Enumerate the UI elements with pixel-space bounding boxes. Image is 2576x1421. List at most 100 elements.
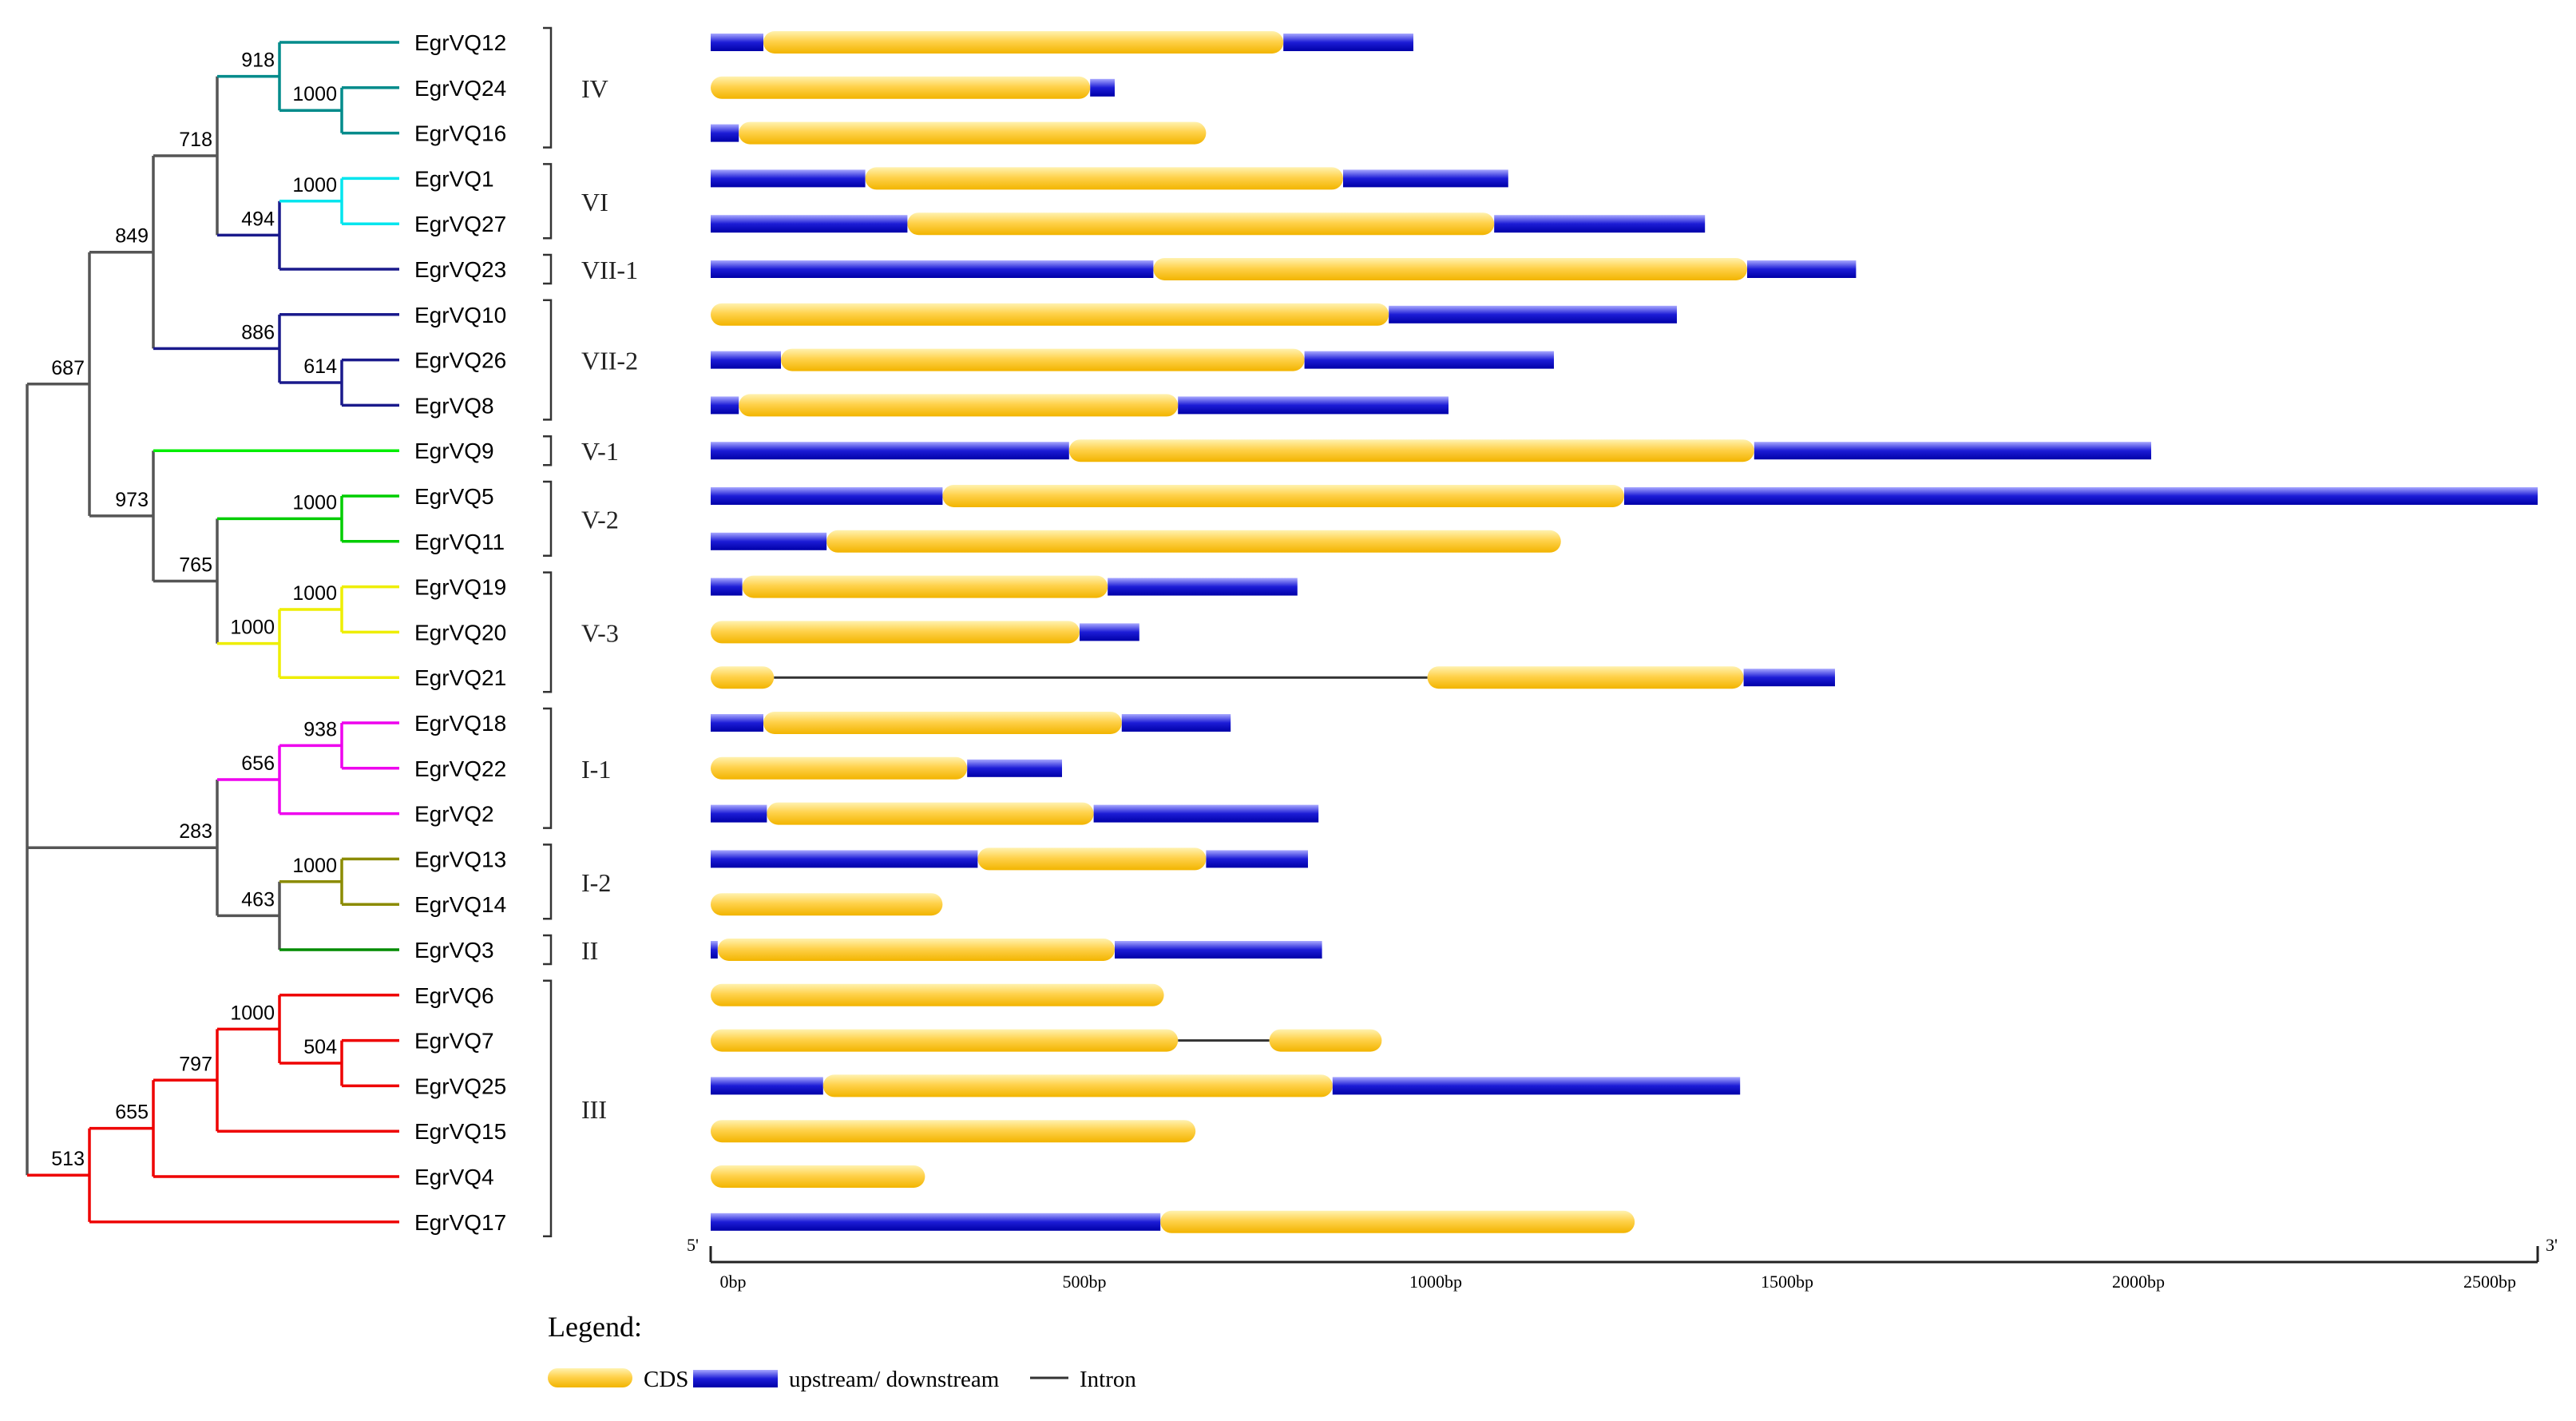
gene-label-egrvq20: EgrVQ20: [414, 620, 506, 645]
utr-segment: [711, 578, 743, 596]
gene-structure-egrvq7: [711, 1029, 1382, 1052]
gene-structure-egrvq8: [711, 394, 1449, 417]
gene-structure-egrvq26: [711, 348, 1554, 371]
cds-segment: [763, 712, 1122, 734]
bracket-vii-1: [543, 253, 553, 285]
gene-label-egrvq3: EgrVQ3: [414, 938, 494, 963]
gene-structure-egrvq13: [711, 847, 1308, 871]
bootstrap-value-ntop: 849: [115, 225, 149, 248]
group-label-v-3: V-3: [581, 618, 619, 647]
gene-structure-egrvq5: [711, 485, 2538, 507]
utr-segment: [1093, 804, 1319, 823]
gene-label-egrvq6: EgrVQ6: [414, 983, 494, 1008]
gene-label-egrvq27: EgrVQ27: [414, 212, 506, 236]
group-label-i-1: I-1: [581, 755, 611, 784]
cds-segment: [822, 1074, 1333, 1098]
gene-label-egrvq23: EgrVQ23: [414, 257, 506, 282]
gene-label-egrvq24: EgrVQ24: [414, 76, 506, 101]
gene-structure-egrvq17: [711, 1210, 1635, 1233]
utr-segment: [711, 124, 739, 142]
cds-segment: [711, 893, 943, 916]
gene-structure-egrvq23: [711, 258, 1857, 280]
gene-structure-egrvq6: [711, 983, 1164, 1006]
bootstrap-value-n12-24-16: 918: [241, 50, 275, 72]
gene-label-egrvq18: EgrVQ18: [414, 711, 506, 736]
gene-structure-egrvq1: [711, 167, 1508, 190]
utr-segment: [711, 941, 718, 959]
bracket-ii: [543, 934, 553, 966]
utr-segment: [1090, 78, 1115, 97]
group-label-v-2: V-2: [581, 505, 619, 534]
bootstrap-value-nv3: 1000: [230, 617, 275, 639]
gene-structure-egrvq16: [711, 121, 1207, 145]
gene-label-egrvq22: EgrVQ22: [414, 756, 506, 781]
bootstrap-value-nv: 973: [115, 489, 149, 511]
legend-title: Legend:: [548, 1311, 642, 1343]
cds-segment: [717, 939, 1115, 961]
utr-segment: [1332, 1077, 1741, 1095]
utr-segment: [711, 714, 763, 732]
gene-label-egrvq8: EgrVQ8: [414, 393, 494, 418]
bootstrap-value-n1-27: 1000: [292, 174, 337, 196]
gene-label-egrvq26: EgrVQ26: [414, 348, 506, 373]
gene-label-egrvq1: EgrVQ1: [414, 166, 494, 191]
legend-utr-label: upstream/ downstream: [789, 1367, 1000, 1392]
cds-segment: [711, 666, 775, 689]
cds-segment: [767, 802, 1094, 825]
gene-structure-egrvq15: [711, 1120, 1196, 1143]
utr-segment: [711, 442, 1069, 460]
cds-segment: [1160, 1210, 1635, 1233]
utr-segment: [711, 396, 739, 415]
gene-name-labels: EgrVQ12 EgrVQ24 EgrVQ16 EgrVQ1 EgrVQ27 EgrVQ2…: [414, 30, 506, 1235]
gene-label-egrvq10: EgrVQ10: [414, 303, 506, 327]
bootstrap-value-n10-26-8: 886: [241, 321, 275, 343]
bootstrap-value-niv-vi: 718: [179, 129, 212, 151]
gene-label-egrvq9: EgrVQ9: [414, 439, 494, 463]
utr-segment: [1206, 850, 1308, 868]
gene-label-egrvq7: EgrVQ7: [414, 1029, 494, 1054]
gene-label-egrvq21: EgrVQ21: [414, 665, 506, 690]
cds-segment: [1068, 439, 1754, 462]
cds-segment: [1269, 1029, 1382, 1052]
utr-segment: [1747, 260, 1857, 278]
utr-segment: [1178, 396, 1449, 415]
axis-start-label: 5': [687, 1235, 699, 1255]
utr-segment: [1494, 215, 1706, 233]
cds-segment: [1153, 258, 1747, 280]
gene-structure-egrvq12: [711, 31, 1413, 54]
gene-structure-egrvq2: [711, 802, 1319, 825]
bootstrap-value-n6-7-25: 1000: [230, 1002, 275, 1024]
axis-tick-label-2500: 2500bp: [2463, 1272, 2516, 1292]
gene-label-egrvq11: EgrVQ11: [414, 530, 505, 554]
cds-segment: [739, 394, 1179, 417]
bootstrap-value-niii: 513: [51, 1148, 85, 1170]
bootstrap-value-n19-20: 1000: [292, 582, 337, 605]
gene-label-egrvq17: EgrVQ17: [414, 1210, 506, 1235]
bracket-vi: [543, 163, 553, 240]
gene-label-egrvq25: EgrVQ25: [414, 1074, 506, 1098]
gene-label-egrvq15: EgrVQ15: [414, 1119, 506, 1144]
cds-segment: [763, 31, 1284, 54]
bootstrap-value-n18-22: 938: [303, 718, 337, 740]
cds-segment: [739, 121, 1207, 145]
axis-tick-label-500: 500bp: [1063, 1272, 1107, 1292]
cds-segment: [711, 76, 1091, 99]
gene-label-egrvq2: EgrVQ2: [414, 802, 494, 827]
group-label-vii-1: VII-1: [581, 256, 638, 284]
axis-tick-label-1500: 1500bp: [1761, 1272, 1813, 1292]
legend: Legend: CDS upstream/ downstream Intron: [548, 1311, 1136, 1392]
gene-label-egrvq13: EgrVQ13: [414, 847, 506, 871]
bootstrap-value-n7-25: 504: [303, 1036, 337, 1058]
utr-segment: [1624, 487, 2538, 505]
utr-segment: [711, 487, 943, 505]
legend-cds-label: CDS: [644, 1367, 688, 1392]
group-label-v-1: V-1: [581, 437, 619, 466]
utr-segment: [1754, 442, 2151, 460]
bootstrap-value-n26-8: 614: [303, 355, 337, 378]
cds-segment: [742, 575, 1108, 598]
phylogenetic-tree: 918 1000 1000 494 718 614 886 849 1000 1000 1000 76…: [26, 41, 399, 1224]
legend-utr-swatch: [693, 1370, 778, 1387]
bootstrap-value-nv23: 765: [179, 554, 212, 577]
